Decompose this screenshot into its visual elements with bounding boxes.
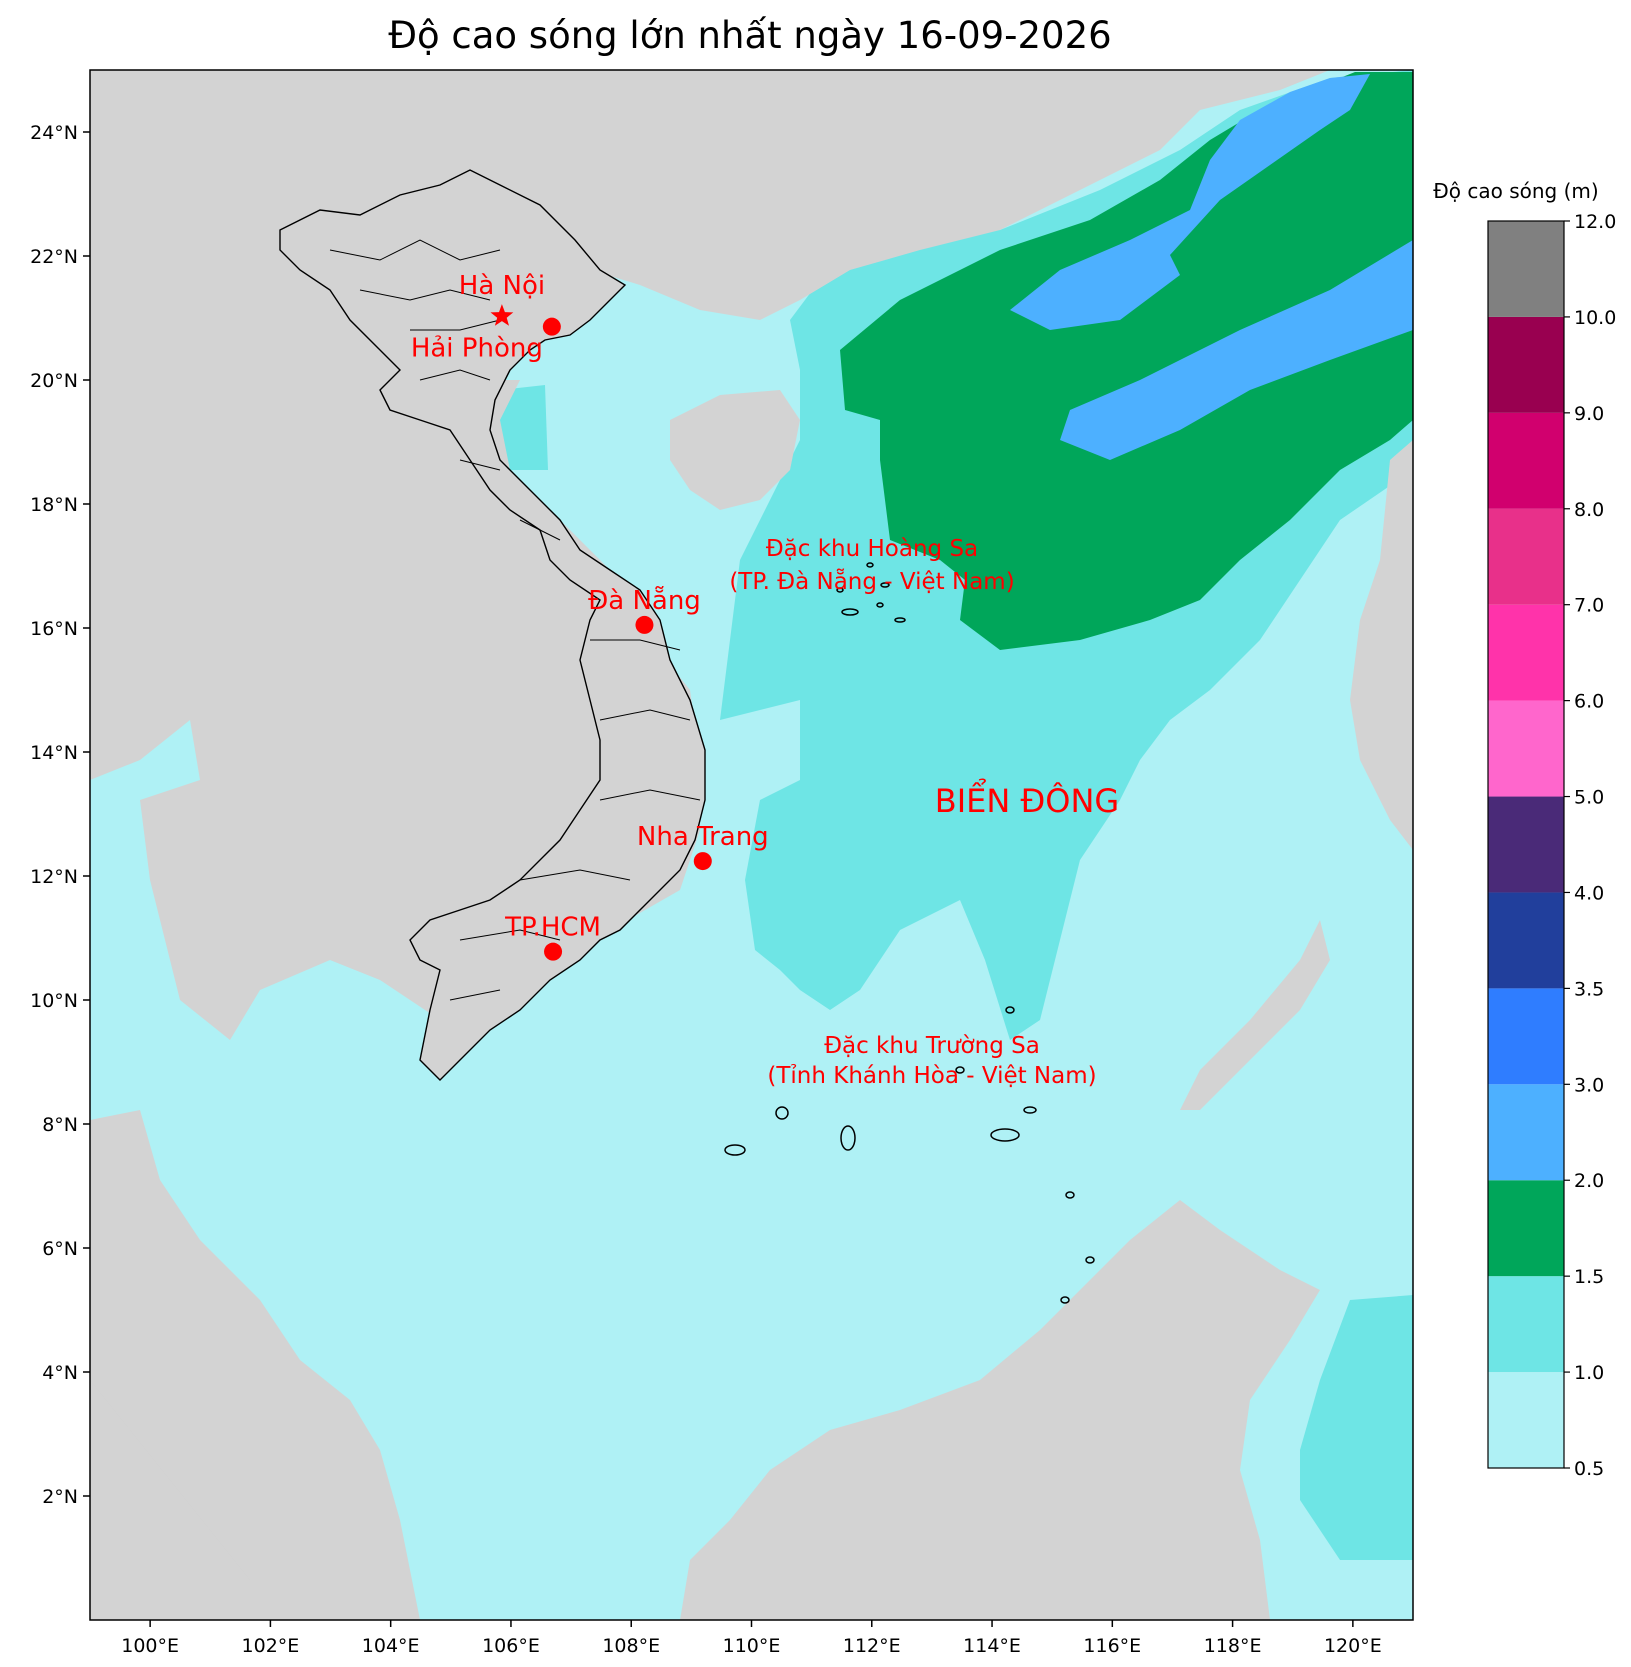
province-borders [329,239,701,1001]
land-vietnam [279,169,706,1081]
city-label: TP.HCM [504,913,601,943]
hoang-sa-label-2: (TP. Đà Nẵng - Việt Nam) [729,567,1014,595]
map-canvas [90,70,1413,1620]
colorbar-segment [1488,221,1564,317]
lat-tick-label: 14°N [30,742,78,764]
city-marker-dot [693,852,712,871]
map-title: Độ cao sóng lớn nhất ngày 16-09-2026 [388,14,1112,57]
land-luzon [1350,440,1413,850]
lon-tick-label: 106°E [482,1635,540,1657]
city-marker-dot [635,615,654,634]
lon-tick-label: 120°E [1324,1635,1382,1657]
lat-tick-label: 4°N [42,1362,78,1384]
city-marker-dot [544,942,563,961]
colorbar-segment [1488,1180,1564,1277]
truong-sa-label-1: Đặc khu Trường Sa [824,1033,1040,1059]
hoang-sa-label-1: Đặc khu Hoàng Sa [766,536,978,562]
lat-tick-label: 10°N [30,990,78,1012]
colorbar-level-label: 1.5 [1574,1266,1604,1288]
truong-sa-islands [724,1006,1095,1304]
colorbar-segment [1488,508,1564,605]
lat-tick-label: 24°N [30,122,78,144]
colorbar-segment [1488,1276,1564,1373]
lon-tick-label: 116°E [1083,1635,1141,1657]
colorbar: 0.5 1.0 1.5 2.0 3.0 3.5 4.0 5.0 6.0 7.0 8.0 9.0 10.0… [1487,211,1616,1480]
colorbar-level-label: 2.0 [1574,1170,1604,1192]
land-hainan [670,390,800,510]
colorbar-segment [1488,412,1564,509]
lon-tick-label: 118°E [1204,1635,1262,1657]
colorbar-segment [1488,796,1564,893]
colorbar-level-label: 1.0 [1574,1362,1604,1384]
colorbar-level-label: 0.5 [1574,1458,1604,1480]
lon-tick-label: 112°E [843,1635,901,1657]
colorbar-level-label: 8.0 [1574,499,1604,521]
colorbar-segment [1488,1372,1564,1468]
lon-tick-label: 110°E [723,1635,781,1657]
land-palawan [1180,920,1330,1110]
colorbar-level-label: 10.0 [1574,307,1616,329]
city-label: Hải Phòng [411,334,543,364]
city-marker-star [490,304,514,326]
lon-tick-label: 104°E [362,1635,420,1657]
land-sumatra [90,1380,280,1620]
colorbar-level-label: 5.0 [1574,787,1604,809]
colorbar-level-label: 6.0 [1574,691,1604,713]
colorbar-level-label: 7.0 [1574,595,1604,617]
colorbar-segment [1488,892,1564,989]
colorbar-level-label: 12.0 [1574,211,1616,233]
city-label: Hà Nội [459,271,545,301]
city-layer: Hà Nội Hải Phòng Đà Nẵng Nha Trang TP.HCM [411,271,769,961]
lat-tick-label: 8°N [42,1114,78,1136]
lon-tick-label: 102°E [242,1635,300,1657]
wave-band-southeast [1300,1295,1413,1560]
colorbar-frame [1487,220,1565,1469]
lon-tick-label: 108°E [602,1635,660,1657]
colorbar-segment [1488,988,1564,1085]
city-label: Nha Trang [637,822,769,852]
colorbar-segment [1488,1084,1564,1181]
wave-band-1.5-2m [840,72,1413,650]
city-marker-dot [542,317,561,336]
wave-band-2-3m-east [1060,240,1413,460]
lat-tick-label: 6°N [42,1238,78,1260]
lat-tick-label: 16°N [30,618,78,640]
lat-tick-label: 18°N [30,494,78,516]
land-borneo [680,1200,1320,1620]
colorbar-segment [1488,700,1564,797]
wave-band-2-3m [1010,74,1370,330]
lon-tick-label: 114°E [963,1635,1021,1657]
colorbar-segment [1488,604,1564,701]
lat-tick-label: 20°N [30,370,78,392]
hoang-sa-islands [836,562,906,623]
colorbar-level-label: 9.0 [1574,403,1604,425]
wave-band-north-coast [495,385,548,470]
colorbar-level-label: 3.5 [1574,978,1604,1000]
colorbar-level-label: 3.0 [1574,1074,1604,1096]
lat-tick-label: 2°N [42,1486,78,1508]
colorbar-title: Độ cao sóng (m) [1433,179,1598,203]
lon-tick-label: 100°E [121,1635,179,1657]
colorbar-level-label: 4.0 [1574,882,1604,904]
lat-tick-label: 12°N [30,866,78,888]
city-label: Đà Nẵng [588,585,701,616]
lat-tick-label: 22°N [30,246,78,268]
longitude-ticks: 100°E 102°E 104°E 106°E 108°E 110°E 112°E 114°E… [121,1620,1382,1657]
colorbar-segment [1488,316,1564,413]
truong-sa-label-2: (Tỉnh Khánh Hòa - Việt Nam) [767,1063,1096,1089]
latitude-ticks: 2°N 4°N 6°N 8°N 10°N 12°N 14°N 16°N 18°N 20°N 22°N… [30,122,90,1508]
sea-name-label: BIỂN ĐÔNG [935,778,1119,820]
